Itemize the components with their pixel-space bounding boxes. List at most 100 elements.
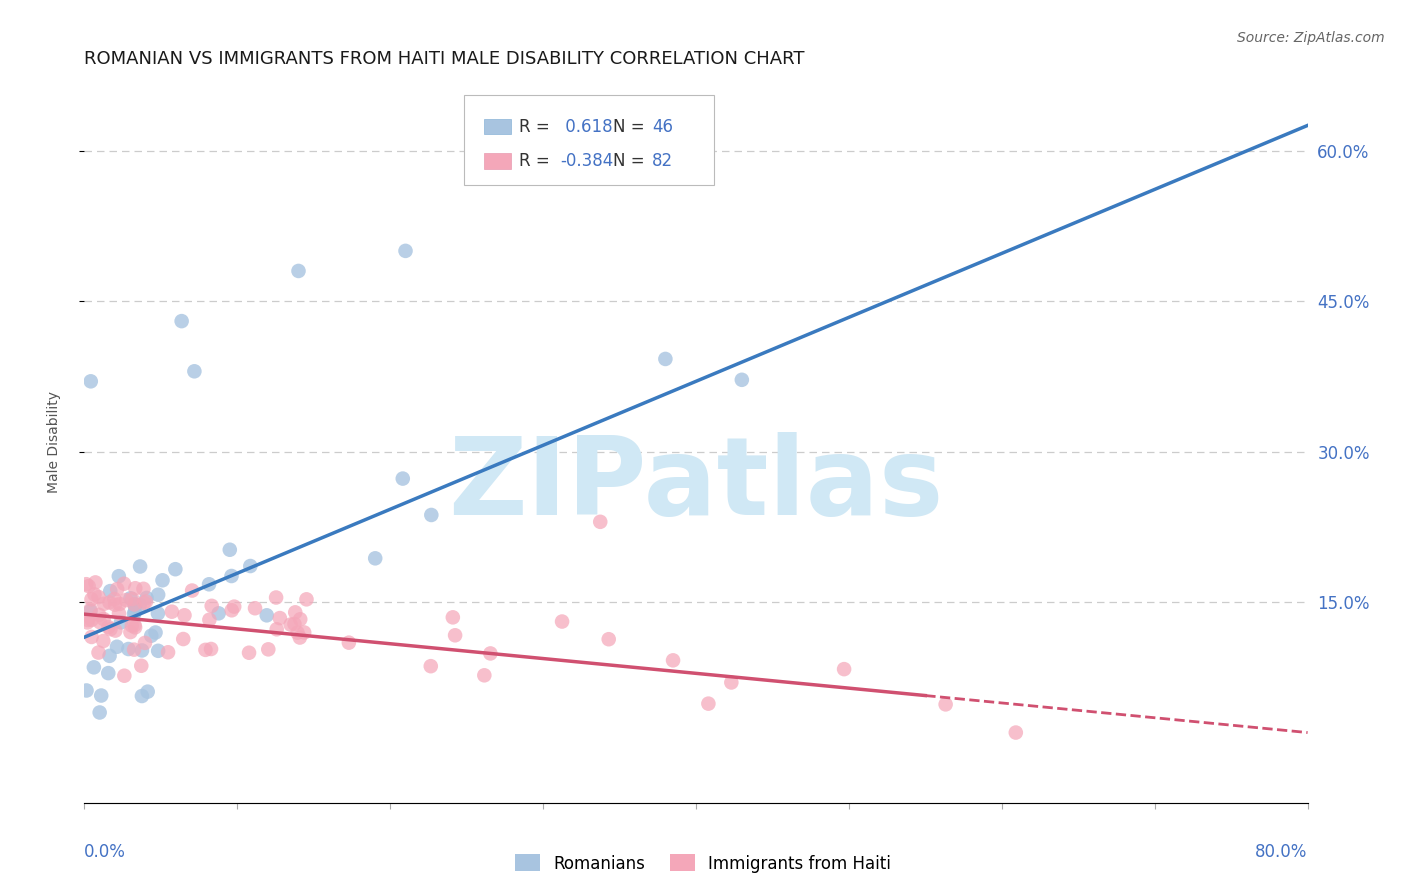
Point [84,575,107,590]
Point [108,607,131,621]
Point [124,620,146,634]
Point [122,642,145,657]
Point [146,644,169,658]
Text: N =: N = [613,118,650,136]
Point [152,574,174,588]
Point [337,635,360,649]
FancyBboxPatch shape [484,153,512,169]
Point [121,592,143,607]
Point [93,612,115,626]
Point [110,615,132,630]
Point [479,647,502,661]
Point [173,608,195,623]
Point [80,375,103,389]
Point [129,559,152,574]
Point [117,642,139,657]
Point [269,611,291,625]
Point [832,662,855,676]
Point [124,581,146,595]
Point [97,620,120,634]
Text: 0.618: 0.618 [560,118,613,136]
Text: 0.0%: 0.0% [84,843,127,861]
Point [146,607,169,621]
Point [172,632,194,646]
Text: ROMANIAN VS IMMIGRANTS FROM HAITI MALE DISABILITY CORRELATION CHART: ROMANIAN VS IMMIGRANTS FROM HAITI MALE D… [84,50,804,68]
Point [100,622,122,636]
Point [76,683,98,698]
Point [124,605,146,619]
Point [287,264,309,278]
Point [105,640,128,654]
FancyBboxPatch shape [464,95,714,185]
Point [87,646,110,660]
Point [124,618,146,632]
Point [80,630,103,644]
Point [183,364,205,378]
Point [391,472,413,486]
Point [170,314,193,328]
Point [181,583,204,598]
Point [120,625,142,640]
Point [98,584,121,599]
Point [200,642,222,657]
Point [120,591,142,606]
Point [264,591,287,605]
Point [131,643,153,657]
Text: -0.384: -0.384 [560,153,613,170]
Point [295,592,318,607]
Text: Source: ZipAtlas.com: Source: ZipAtlas.com [1237,31,1385,45]
Point [394,244,416,258]
Point [218,542,240,557]
Point [284,605,307,619]
Text: N =: N = [613,153,650,170]
Point [419,659,441,673]
Y-axis label: Male Disability: Male Disability [46,391,60,492]
Point [589,515,612,529]
Point [89,706,111,720]
Point [80,613,103,627]
Point [83,660,105,674]
Point [292,625,315,640]
Point [98,648,121,663]
Point [91,634,114,648]
Point [76,613,98,627]
Point [77,579,100,593]
Point [79,604,101,618]
Point [89,615,111,629]
Point [239,559,262,574]
Point [731,373,754,387]
Point [124,598,146,612]
Legend: Romanians, Immigrants from Haiti: Romanians, Immigrants from Haiti [508,847,898,880]
Point [551,615,574,629]
Point [112,669,135,683]
Point [935,698,957,712]
Point [165,562,187,576]
Point [256,608,278,623]
Point [129,658,152,673]
Point [134,636,156,650]
Point [87,590,110,604]
Point [135,594,157,608]
Point [136,684,159,698]
Point [224,599,246,614]
Point [290,612,312,626]
Text: 82: 82 [652,153,673,170]
Point [662,653,685,667]
Point [76,615,98,630]
Point [472,668,495,682]
Point [108,569,131,583]
Point [98,595,121,609]
Point [697,697,720,711]
Point [198,577,221,591]
Text: 80.0%: 80.0% [1256,843,1308,861]
Point [104,624,127,638]
Point [105,582,128,596]
Text: ZIPatlas: ZIPatlas [449,432,943,538]
Point [221,569,243,583]
Point [194,643,217,657]
Point [288,631,311,645]
Point [128,599,150,613]
Point [280,617,302,632]
Point [115,593,138,607]
Point [132,582,155,596]
